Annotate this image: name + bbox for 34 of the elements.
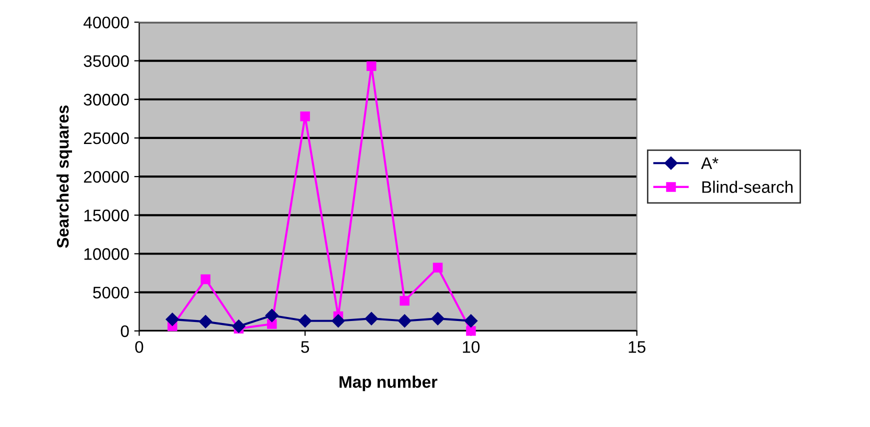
point bbox=[464, 314, 478, 328]
y-axis-title: Searched squares bbox=[56, 105, 72, 248]
point bbox=[267, 319, 277, 329]
point bbox=[198, 315, 212, 328]
y-tick-label: 40000 bbox=[84, 16, 129, 28]
x-tick-label: 15 bbox=[628, 341, 646, 353]
x-tick-label: 10 bbox=[462, 341, 480, 353]
y-tick-label: 5000 bbox=[93, 286, 129, 299]
y-tick-label: 35000 bbox=[84, 55, 129, 67]
point bbox=[398, 314, 412, 328]
legend-label: Blind-search bbox=[702, 180, 793, 193]
legend-label: A* bbox=[701, 157, 718, 169]
point bbox=[400, 296, 410, 306]
point bbox=[364, 312, 378, 326]
point bbox=[298, 314, 312, 328]
y-tick-label: 0 bbox=[120, 325, 129, 338]
y-tick-label: 25000 bbox=[84, 132, 129, 144]
point bbox=[332, 314, 345, 328]
x-tick-label: 5 bbox=[301, 341, 310, 353]
y-tick-label: 15000 bbox=[84, 210, 129, 222]
y-tick-label: 10000 bbox=[84, 248, 129, 260]
point bbox=[366, 61, 376, 72]
point bbox=[431, 312, 444, 326]
x-axis-title: Map number bbox=[340, 376, 438, 392]
point bbox=[466, 326, 476, 336]
point bbox=[265, 308, 278, 322]
x-tick-label: 0 bbox=[135, 341, 144, 353]
y-tick-label: 20000 bbox=[84, 170, 129, 183]
point bbox=[200, 274, 210, 284]
y-tick-label: 30000 bbox=[84, 94, 129, 106]
point bbox=[432, 262, 443, 272]
point bbox=[166, 312, 179, 326]
point bbox=[300, 112, 310, 122]
point bbox=[232, 320, 246, 333]
